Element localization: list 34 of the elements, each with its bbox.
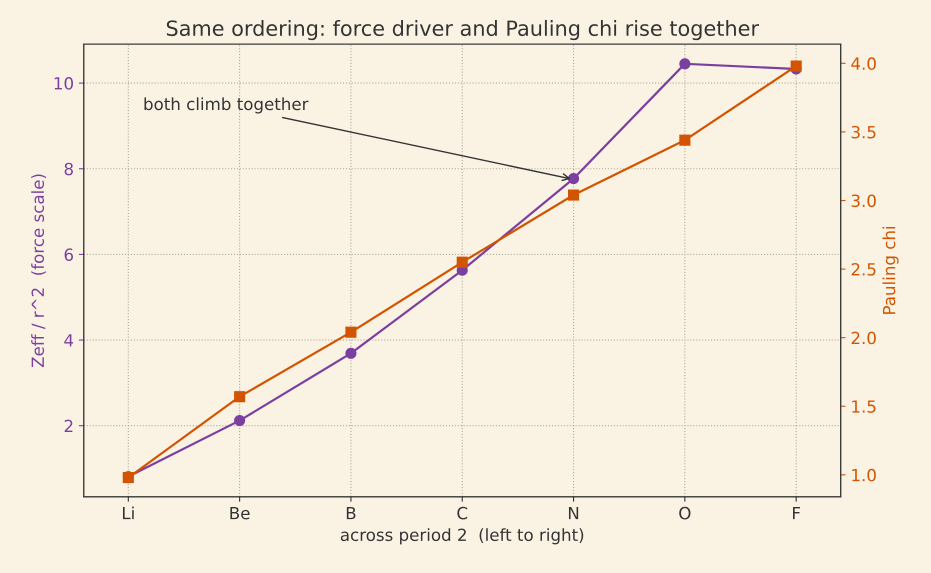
x-tick-label: B <box>346 507 356 520</box>
point <box>345 326 356 338</box>
y-tick-label: 4 <box>64 334 74 346</box>
point <box>345 348 356 359</box>
y2-axis-title: Pauling chi <box>882 226 899 314</box>
annotation: both climb together <box>144 97 308 114</box>
x-axis-title: across period 2 (left to right) <box>340 528 584 544</box>
y2-tick-label: 4.0 <box>851 57 876 70</box>
y-axis-title: Zeff / r^2 (force scale) <box>31 174 46 368</box>
point <box>456 256 468 268</box>
point <box>568 173 580 184</box>
y-tick-label: 10 <box>54 77 73 90</box>
y2-tick-label: 1.0 <box>852 468 876 482</box>
y-tick-label: 2 <box>64 420 72 432</box>
y2-tick-label: 3.5 <box>852 126 876 138</box>
point <box>568 189 580 201</box>
point <box>679 134 690 146</box>
point <box>234 415 246 426</box>
y2-tick-label: 3.0 <box>852 194 876 208</box>
x-tick-label: N <box>568 507 578 520</box>
y-tick-label: 6 <box>64 248 74 261</box>
x-tick-label: O <box>679 506 690 520</box>
point <box>679 58 690 70</box>
point <box>790 60 802 72</box>
y2-tick-label: 2.0 <box>852 332 876 344</box>
y2-tick-label: 1.5 <box>852 400 876 413</box>
y-tick-label: 8 <box>64 162 73 176</box>
x-tick-label: Li <box>122 506 134 520</box>
x-tick-label: F <box>793 507 800 520</box>
x-tick-label: C <box>457 506 468 520</box>
x-tick-label: Be <box>230 507 250 520</box>
point <box>234 391 246 402</box>
y2-tick-label: 2.5 <box>852 263 876 276</box>
chart-title: Same ordering: force driver and Pauling chi rise together <box>166 20 760 40</box>
